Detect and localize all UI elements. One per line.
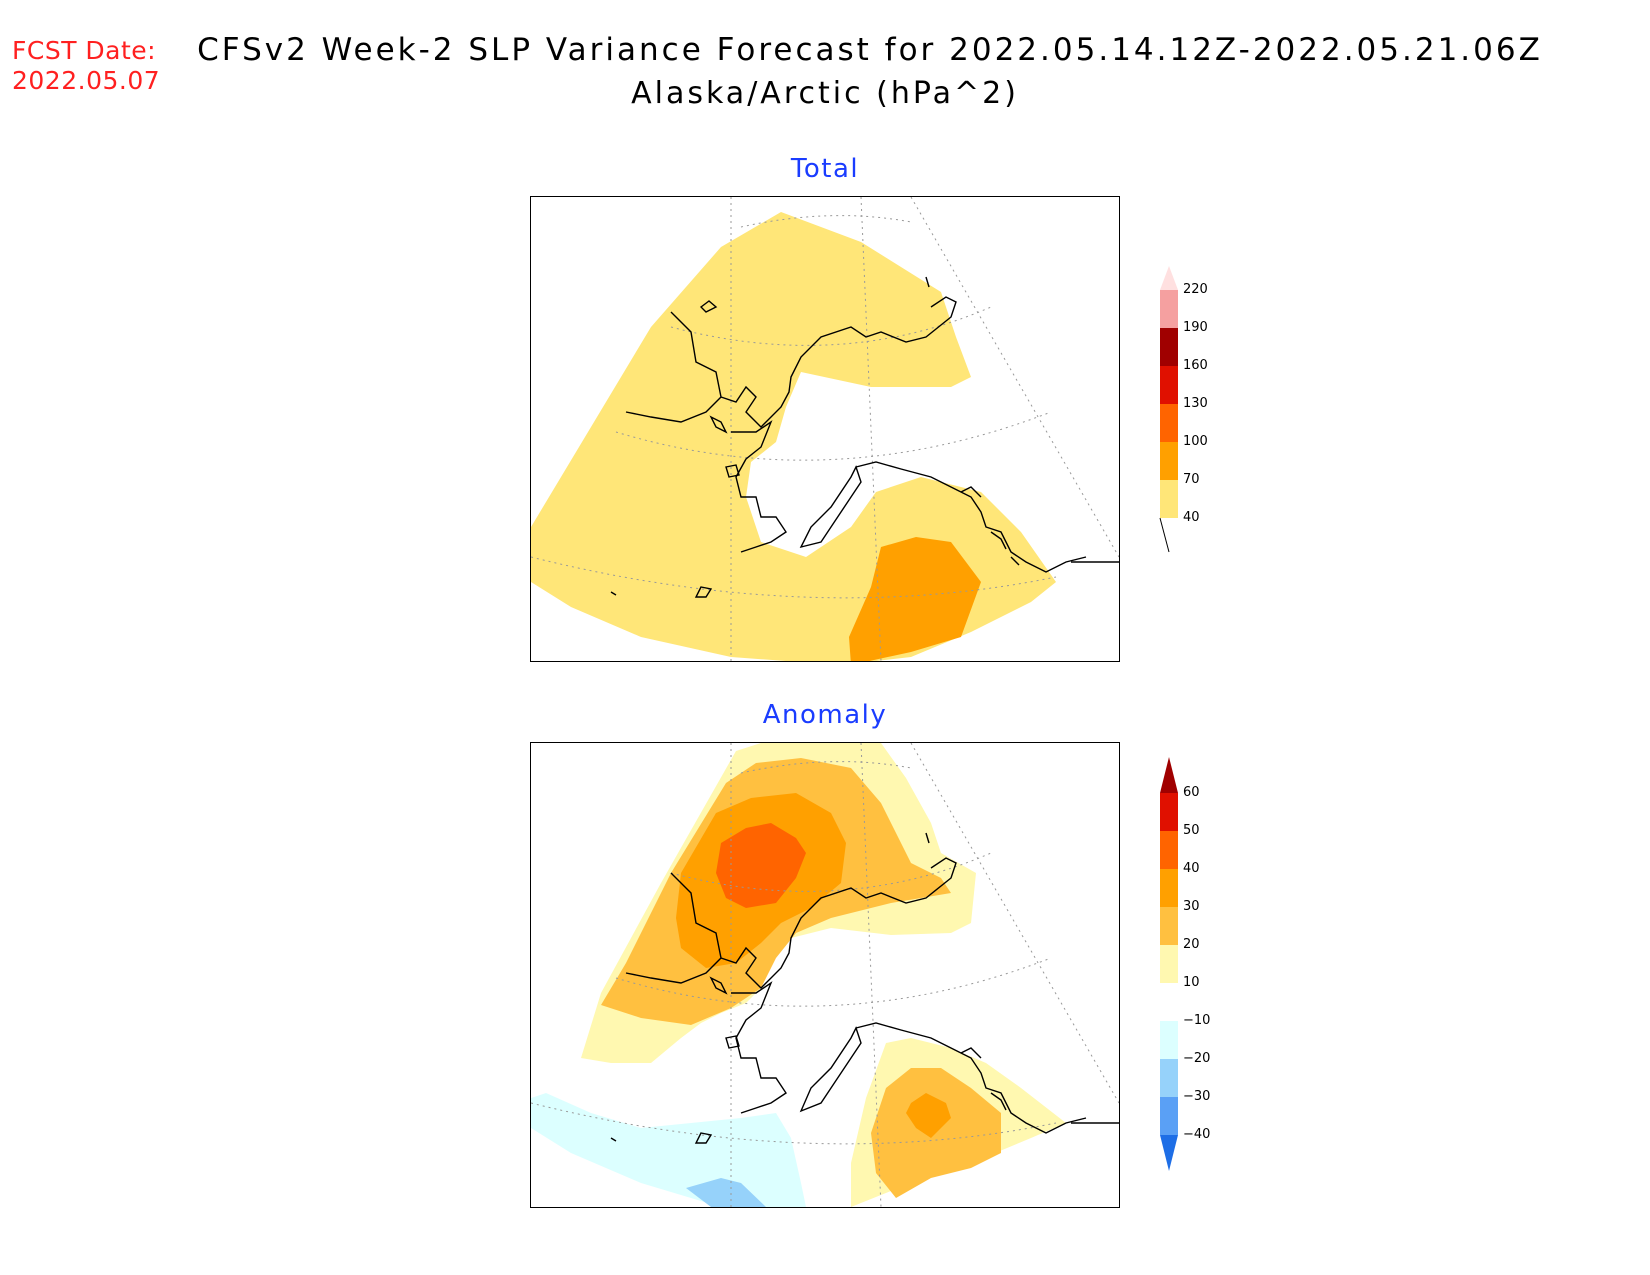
anomaly-colorbar-segment [1160, 793, 1178, 831]
anomaly-coastlines [610, 832, 1119, 1144]
anomaly-colorbar-tick-label: 50 [1183, 823, 1200, 838]
anomaly-colorbar-neutral-segment [1160, 983, 1178, 1021]
total-colorbar-segment [1160, 404, 1178, 442]
anomaly-fill-neg20 [686, 1178, 766, 1207]
panel-title-total: Total [790, 154, 860, 184]
map-total [530, 196, 1120, 662]
main-subtitle: Alaska/Arctic (hPa^2) [631, 76, 1019, 111]
colorbar-total: 220 190 160 130 100 70 40 [1159, 265, 1230, 595]
anomaly-colorbar-segment [1160, 1097, 1178, 1135]
total-colorbar-tick-label: 100 [1183, 434, 1208, 449]
panel-title-anomaly: Anomaly [762, 700, 888, 730]
total-coastlines [610, 276, 1119, 598]
anomaly-colorbar-segment [1160, 945, 1178, 983]
anomaly-fill-40 [716, 823, 806, 908]
total-colorbar-over-triangle [1160, 266, 1178, 290]
total-colorbar-segment [1160, 442, 1178, 480]
fcst-date-label: FCST Date: 2022.05.07 [12, 36, 160, 96]
total-colorbar-under-line [1159, 517, 1170, 553]
anomaly-fill-neg10 [531, 1093, 806, 1207]
main-title: CFSv2 Week-2 SLP Variance Forecast for 2… [197, 32, 1543, 68]
total-colorbar-tick-label: 130 [1183, 396, 1208, 411]
total-colorbar-segment [1160, 366, 1178, 404]
anomaly-colorbar-segment [1160, 869, 1178, 907]
anomaly-colorbar-tick-label: 30 [1183, 899, 1200, 914]
anomaly-colorbar-segment [1160, 831, 1178, 869]
total-colorbar-segment [1160, 290, 1178, 328]
anomaly-colorbar-tick-label: −10 [1183, 1013, 1211, 1028]
anomaly-colorbar-segment [1160, 907, 1178, 945]
fcst-date-value: 2022.05.07 [12, 66, 161, 95]
anomaly-colorbar-segment [1160, 1059, 1178, 1097]
total-colorbar-tick-label: 160 [1183, 358, 1208, 373]
anomaly-colorbar-tick-label: 40 [1183, 861, 1200, 876]
anomaly-colorbar-tick-label: 20 [1183, 937, 1200, 952]
anomaly-fill-30-south [906, 1093, 951, 1138]
total-colorbar-tick-label: 190 [1183, 320, 1208, 335]
total-fill-70 [849, 537, 981, 661]
anomaly-colorbar-tick-label: −30 [1183, 1089, 1211, 1104]
total-graticule [531, 197, 1119, 661]
total-colorbar-tick-label: 70 [1183, 472, 1200, 487]
anomaly-colorbar-tick-label: −20 [1183, 1051, 1211, 1066]
colorbar-anomaly: 60 50 40 30 20 10 −10 −20 −30 −40 [1160, 755, 1230, 1205]
total-colorbar-tick-label: 40 [1183, 510, 1200, 525]
anomaly-colorbar-over-triangle [1160, 757, 1178, 793]
anomaly-colorbar-under-triangle [1160, 1135, 1178, 1171]
anomaly-colorbar-tick-label: 60 [1183, 785, 1200, 800]
total-colorbar-segment [1160, 328, 1178, 366]
anomaly-colorbar-tick-label: 10 [1183, 975, 1200, 990]
total-colorbar-segment [1160, 480, 1178, 518]
map-anomaly [530, 742, 1120, 1208]
anomaly-graticule [531, 743, 1119, 1207]
anomaly-colorbar-segment [1160, 1021, 1178, 1059]
anomaly-colorbar-tick-label: −40 [1183, 1127, 1211, 1142]
total-colorbar-tick-label: 220 [1183, 282, 1208, 297]
fcst-date-caption: FCST Date: [12, 36, 157, 65]
